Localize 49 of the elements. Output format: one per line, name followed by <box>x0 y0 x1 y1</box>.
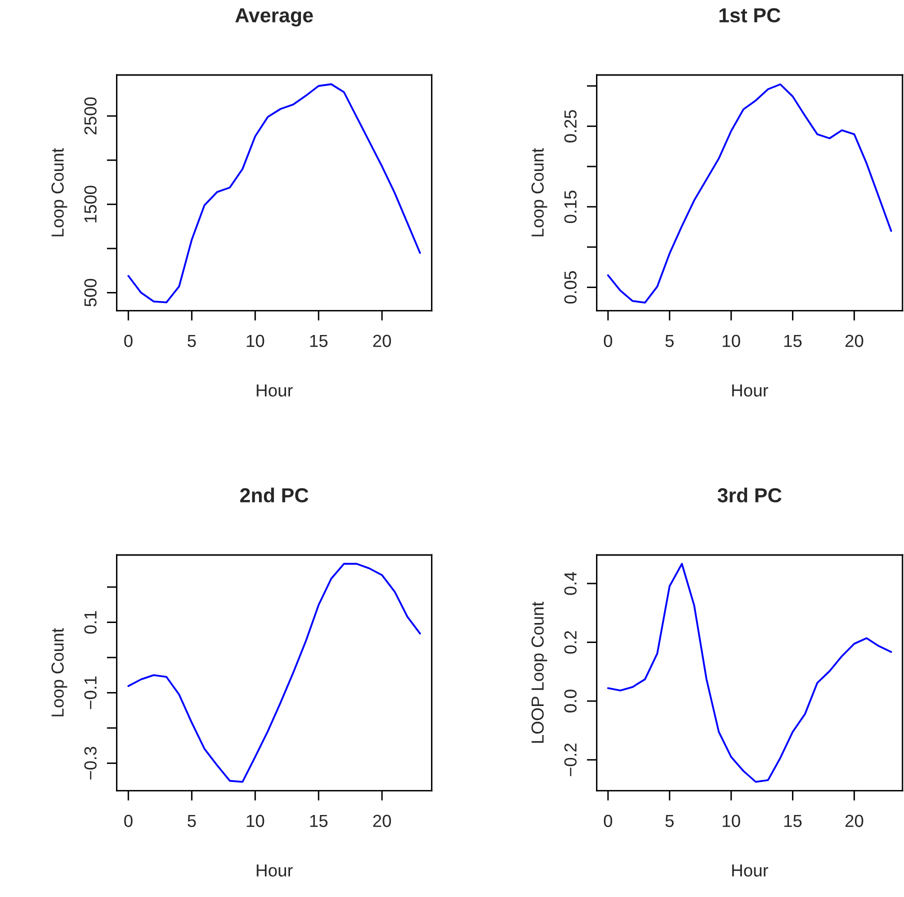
x-tick-label: 5 <box>188 814 196 828</box>
x-tick-label: 20 <box>373 814 391 828</box>
chart-title: Average <box>235 8 313 26</box>
y-axis-title: LOOP Loop Count <box>531 602 548 743</box>
y-tick-label: 1500 <box>84 186 97 222</box>
y-axis-title: Loop Count <box>51 148 68 236</box>
x-tick-label: 0 <box>124 334 133 348</box>
chart-title: 1st PC <box>720 8 780 22</box>
x-tick-label: 15 <box>784 814 802 828</box>
x-tick-label: 15 <box>310 334 328 348</box>
y-tick-label: 0.25 <box>564 110 577 142</box>
y-tick-label: −0.3 <box>84 746 97 780</box>
x-tick-label: 15 <box>784 334 802 348</box>
y-tick-label: −0.2 <box>564 744 577 776</box>
y-tick-label: 0.4 <box>564 572 577 595</box>
line-series <box>127 83 421 304</box>
line-series <box>607 562 892 783</box>
y-tick-label: 0.05 <box>564 271 577 304</box>
x-tick-label: 0 <box>124 814 133 828</box>
y-tick-label: 2500 <box>84 97 97 134</box>
y-axis-title: Loop Count <box>51 628 68 716</box>
x-tick-label: 5 <box>188 334 196 348</box>
x-axis-title: Hour <box>732 864 768 877</box>
x-tick-label: 5 <box>665 814 674 828</box>
x-tick-label: 10 <box>246 334 264 348</box>
chart-title: 2nd PC <box>240 488 308 502</box>
x-tick-label: 15 <box>310 814 328 828</box>
x-tick-label: 20 <box>373 334 391 348</box>
x-tick-label: 0 <box>604 814 612 828</box>
x-tick-label: 0 <box>604 334 612 348</box>
y-tick-label: 0.0 <box>564 690 577 712</box>
x-tick-label: 20 <box>845 814 864 828</box>
line-series <box>127 562 421 783</box>
x-tick-label: 10 <box>722 334 740 348</box>
x-axis-title: Hour <box>256 384 293 397</box>
x-axis-title: Hour <box>732 384 768 397</box>
x-tick-label: 20 <box>845 334 864 348</box>
x-tick-label: 5 <box>665 334 674 348</box>
y-tick-label: 0.1 <box>84 611 97 634</box>
y-tick-label: −0.1 <box>84 676 97 710</box>
chart-title: 3rd PC <box>718 488 782 502</box>
y-axis-title: Loop Count <box>531 148 548 236</box>
y-tick-label: 0.15 <box>564 190 577 223</box>
x-axis-title: Hour <box>256 864 293 877</box>
y-tick-label: 500 <box>84 278 97 306</box>
line-series <box>607 83 892 304</box>
x-tick-label: 10 <box>722 814 740 828</box>
x-tick-label: 10 <box>246 814 264 828</box>
y-tick-label: 0.2 <box>564 631 577 654</box>
